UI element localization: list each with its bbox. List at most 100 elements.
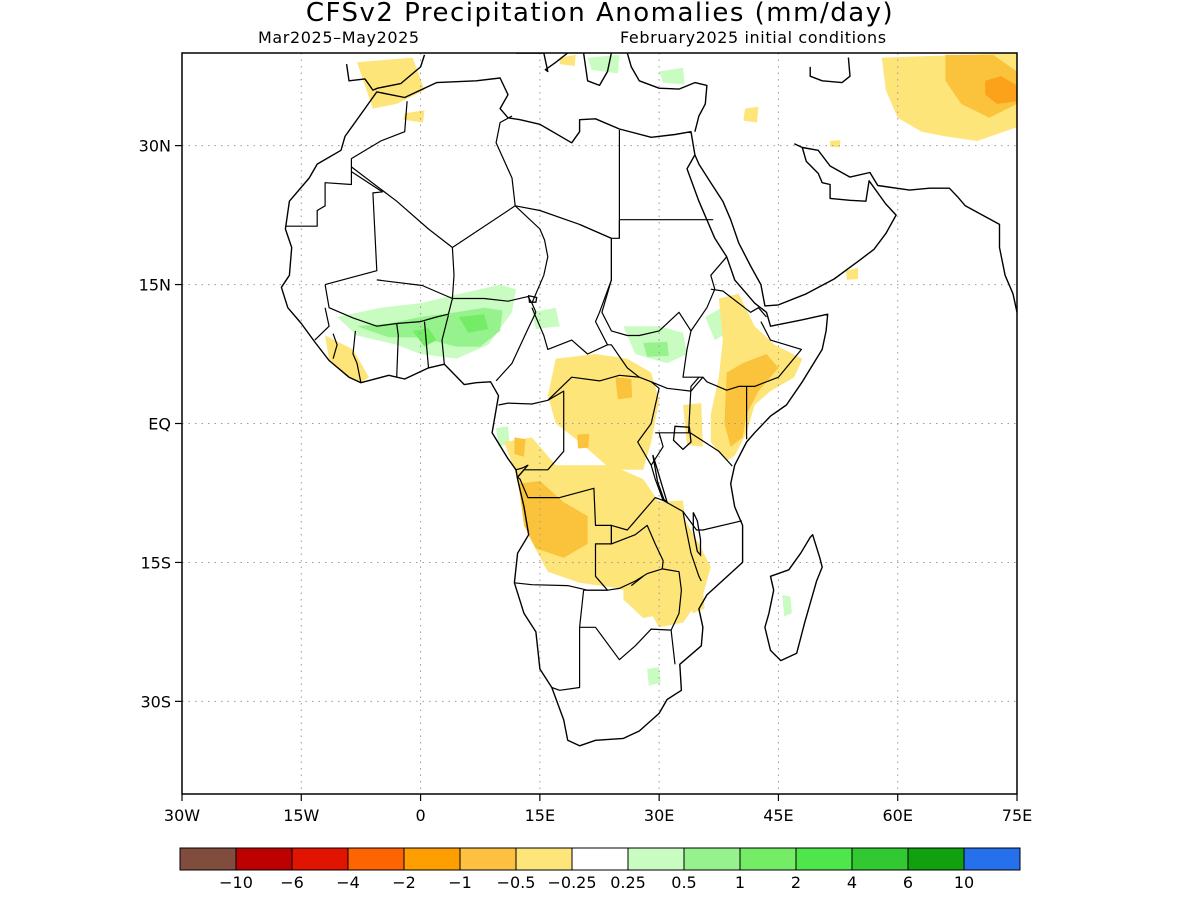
lon-tick-label: 30W [164, 806, 200, 825]
iran-south-asia-coastline [802, 146, 1017, 313]
legend-label: 0.5 [671, 873, 696, 892]
anomaly-region-31 [830, 140, 841, 148]
country-border-1 [286, 166, 352, 227]
madagascar-coastline [764, 534, 823, 662]
legend-swatch-10 [683, 847, 741, 871]
country-border-34 [579, 590, 585, 628]
legend-swatch-2 [235, 847, 293, 871]
country-border-14 [710, 288, 767, 318]
legend-swatch-5 [403, 847, 461, 871]
legend-label: −10 [219, 873, 253, 892]
anomaly-region-35 [985, 76, 1017, 104]
anomaly-region-6 [643, 342, 669, 357]
anomaly-region-4 [458, 314, 489, 333]
country-border-30 [515, 464, 613, 591]
legend-label: 4 [847, 873, 857, 892]
legend-swatch-13 [851, 847, 909, 871]
country-border-6 [451, 247, 455, 299]
anomaly-region-30 [743, 106, 759, 123]
legend-swatch-12 [795, 847, 853, 871]
legend-label: −0.5 [497, 873, 536, 892]
country-border-8 [515, 205, 613, 355]
legend-label: −6 [280, 873, 304, 892]
grid-lines [182, 53, 1017, 794]
country-border-18 [655, 432, 733, 467]
legend-label: 1 [735, 873, 745, 892]
anomaly-region-13 [659, 67, 685, 85]
anomaly-region-11 [782, 594, 792, 617]
country-border-13 [607, 330, 704, 392]
country-border-25 [423, 321, 430, 368]
legend-swatch-1 [179, 847, 237, 871]
country-border-2 [350, 101, 408, 167]
legend-swatch-14 [907, 847, 965, 871]
legend-swatch-4 [347, 847, 405, 871]
anomaly-region-9 [496, 426, 510, 447]
country-border-26 [396, 323, 399, 378]
legend-label: −4 [336, 873, 360, 892]
country-border-36 [610, 497, 664, 544]
legend-label: 6 [903, 873, 913, 892]
lat-tick-label: 15N [139, 276, 171, 295]
lat-tick-label: 15S [140, 553, 171, 572]
lat-tick-label: 30S [140, 692, 171, 711]
country-border-23 [495, 312, 537, 382]
legend-label: −1 [448, 873, 472, 892]
caspian-coastline [809, 57, 851, 84]
country-border-10 [579, 219, 714, 239]
country-border-15 [702, 321, 803, 391]
anomaly-region-23 [651, 500, 687, 540]
africa-coastline [280, 77, 829, 747]
legend-swatch-7 [515, 847, 573, 871]
legend-swatch-15 [963, 847, 1021, 871]
country-border-37 [611, 524, 664, 569]
country-border-17 [688, 376, 700, 433]
anomaly-region-21 [724, 354, 779, 447]
anomaly-region-10 [647, 667, 661, 686]
axis-ticks: 30W 15W 0 15E 30E 45E 60E 75E 30N 15N EQ 15S 30S [139, 137, 1033, 825]
anomaly-region-29 [559, 54, 576, 66]
anomaly-region-32 [846, 267, 858, 280]
legend-swatch-9 [627, 847, 685, 871]
country-border-31 [514, 568, 663, 591]
anomaly-region-22 [683, 403, 703, 447]
lat-tick-label: 30N [139, 137, 171, 156]
country-border-27 [352, 330, 362, 383]
country-border-9 [514, 205, 549, 304]
lon-tick-label: 45E [763, 806, 793, 825]
lon-tick-label: 15W [283, 806, 319, 825]
legend-swatch-3 [291, 847, 349, 871]
legend-swatch-6 [459, 847, 517, 871]
country-border-35 [579, 626, 676, 665]
country-border-21 [498, 374, 640, 406]
map-title: CFSv2 Precipitation Anomalies (mm/day) [305, 0, 895, 28]
lon-tick-label: 75E [1002, 806, 1032, 825]
anomaly-region-18 [615, 377, 633, 400]
anomaly-region-28 [403, 110, 425, 123]
country-borders-layer [286, 101, 803, 691]
country-border-5 [324, 279, 453, 327]
anomaly-region-14 [547, 354, 660, 470]
legend-label: 2 [791, 873, 801, 892]
country-border-33 [551, 627, 581, 691]
country-border-20 [637, 381, 660, 466]
lon-tick-label: 30E [644, 806, 674, 825]
legend-swatch-11 [739, 847, 797, 871]
anomaly-region-12 [587, 54, 620, 74]
lon-tick-label: 0 [415, 806, 425, 825]
arabia-coastline [694, 143, 897, 307]
anomaly-region-19 [577, 433, 590, 449]
anomaly-region-17 [514, 437, 526, 457]
initial-conditions: February2025 initial conditions [620, 28, 887, 47]
legend-label: 10 [954, 873, 974, 892]
legend-label: −2 [392, 873, 416, 892]
lon-tick-label: 60E [882, 806, 912, 825]
lon-tick-label: 15E [525, 806, 555, 825]
legend-label: −0.25 [547, 873, 596, 892]
country-border-3 [351, 115, 516, 249]
country-border-29 [314, 307, 330, 341]
anomaly-shading-layer [325, 53, 1017, 686]
country-border-28 [332, 333, 338, 359]
anomaly-region-3 [412, 328, 437, 347]
